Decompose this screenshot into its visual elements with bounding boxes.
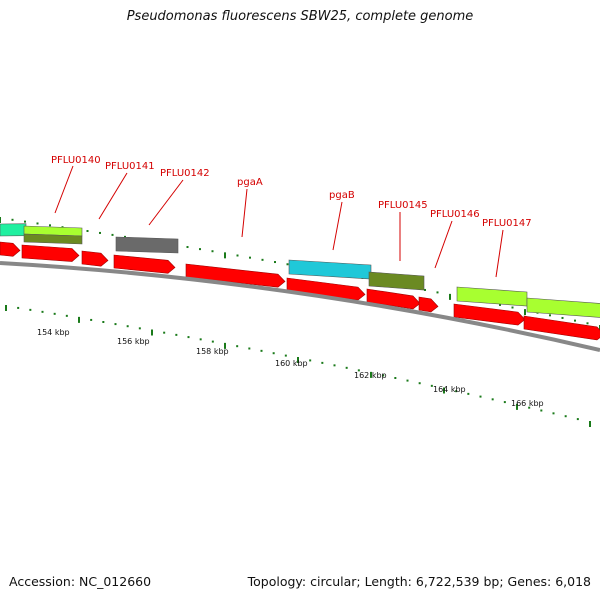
feature-tracks — [0, 223, 600, 318]
gene-label-pflu0145: PFLU0145 — [378, 200, 428, 211]
feature-block — [0, 223, 27, 237]
kbp-label: 158 kbp — [196, 347, 229, 356]
gene-label-pflu0140: PFLU0140 — [51, 155, 101, 166]
feature-block — [23, 233, 83, 245]
label-pointer — [434, 220, 453, 269]
cds-arrow — [113, 254, 176, 274]
feature-block — [526, 297, 600, 318]
feature-block — [368, 271, 425, 291]
gene-label-pflu0142: PFLU0142 — [160, 168, 210, 179]
cds-arrow — [418, 296, 439, 313]
cds-arrow — [523, 315, 600, 341]
label-pointer — [148, 179, 184, 226]
genome-summary-text: Topology: circular; Length: 6,722,539 bp… — [247, 574, 591, 589]
gene-labels: PFLU0140 PFLU0141 PFLU0142 pgaA pgaB PFLU0145… — [51, 155, 532, 229]
feature-block — [288, 259, 372, 280]
kbp-labels: 154 kbp 156 kbp 158 kbp 160 kbp 162 kbp 164 k… — [37, 328, 544, 408]
gene-label-pgaa: pgaA — [237, 177, 263, 188]
feature-block — [115, 236, 179, 254]
label-pointer — [241, 188, 248, 238]
kbp-label: 162 kbp — [354, 371, 387, 380]
map-title: Pseudomonas fluorescens SBW25, complete … — [126, 9, 474, 24]
cds-track — [0, 241, 600, 341]
cds-arrow — [81, 250, 109, 267]
kbp-label: 166 kbp — [511, 399, 544, 408]
accession-text: Accession: NC_012660 — [9, 574, 152, 589]
label-pointer — [98, 172, 128, 220]
label-pointers — [54, 165, 504, 278]
cds-arrow — [185, 263, 286, 288]
cds-arrow — [453, 303, 526, 326]
lower-tick-ring — [5, 305, 591, 427]
label-pointer — [495, 229, 504, 278]
kbp-label: 160 kbp — [275, 359, 308, 368]
cds-arrow — [21, 244, 80, 262]
gene-label-pflu0147: PFLU0147 — [482, 218, 532, 229]
gene-label-pgab: pgaB — [329, 190, 355, 201]
backbone-line — [0, 261, 600, 352]
kbp-label: 164 kbp — [433, 385, 466, 394]
label-pointer — [54, 165, 74, 214]
kbp-label: 156 kbp — [117, 337, 150, 346]
feature-block — [456, 286, 528, 307]
gene-label-pflu0146: PFLU0146 — [430, 209, 480, 220]
gene-label-pflu0141: PFLU0141 — [105, 161, 155, 172]
cds-arrow — [286, 277, 366, 301]
kbp-label: 154 kbp — [37, 328, 70, 337]
cds-arrow — [0, 241, 21, 257]
label-pointer — [332, 201, 343, 251]
